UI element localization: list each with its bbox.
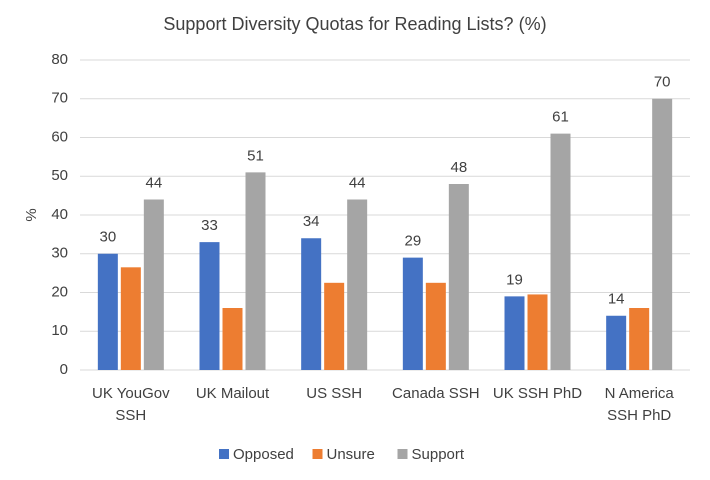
- x-tick-label: N America SSH PhD: [605, 385, 675, 424]
- y-axis-label: %: [23, 208, 40, 221]
- data-label: 44: [349, 174, 366, 191]
- bar: [606, 315, 627, 370]
- data-label: 70: [654, 74, 671, 91]
- y-tick-label: 40: [51, 206, 68, 223]
- bar: [448, 184, 469, 370]
- data-label: 51: [247, 147, 264, 164]
- x-tick-label: UK Mailout: [196, 385, 270, 402]
- legend-swatch: [219, 449, 229, 459]
- y-tick-label: 30: [51, 245, 68, 262]
- data-label: 48: [450, 159, 467, 176]
- bar: [425, 282, 446, 370]
- bar: [222, 308, 243, 370]
- bar: [652, 98, 673, 370]
- data-label: 29: [404, 233, 421, 250]
- legend-swatch: [397, 449, 408, 459]
- bar: [143, 199, 164, 370]
- x-tick-label: UK YouGov SSH: [92, 385, 170, 424]
- bar: [97, 253, 118, 370]
- y-tick-label: 10: [51, 322, 68, 339]
- y-tick-label: 70: [51, 90, 68, 107]
- x-tick-label: US SSH: [306, 385, 362, 402]
- y-tick-label: 50: [51, 167, 68, 184]
- data-label: 61: [552, 109, 569, 126]
- data-label: 33: [201, 217, 218, 234]
- legend-label: Unsure: [327, 446, 375, 463]
- data-label: 19: [506, 271, 523, 288]
- bar: [504, 296, 525, 370]
- y-tick-label: 0: [60, 361, 68, 378]
- x-tick-label: UK SSH PhD: [493, 385, 582, 402]
- y-tick-label: 20: [51, 283, 68, 300]
- data-label: 34: [303, 213, 320, 230]
- legend-swatch: [312, 449, 323, 459]
- chart-title: Support Diversity Quotas for Reading Lis…: [163, 14, 546, 34]
- bar: [347, 199, 368, 370]
- x-tick-label: Canada SSH: [392, 385, 480, 402]
- y-tick-label: 80: [51, 51, 68, 68]
- bar: [324, 282, 345, 370]
- data-label: 14: [608, 291, 625, 308]
- data-label: 44: [145, 174, 162, 191]
- legend-label: Support: [412, 446, 465, 463]
- bar: [245, 172, 266, 370]
- bar: [402, 257, 423, 370]
- legend-label: Opposed: [233, 446, 294, 463]
- bar: [199, 242, 220, 370]
- bar: [301, 238, 322, 370]
- data-label: 30: [99, 229, 116, 246]
- bar: [120, 267, 141, 370]
- bar: [550, 133, 571, 370]
- y-tick-label: 60: [51, 128, 68, 145]
- bar: [629, 308, 650, 370]
- bar: [527, 294, 548, 370]
